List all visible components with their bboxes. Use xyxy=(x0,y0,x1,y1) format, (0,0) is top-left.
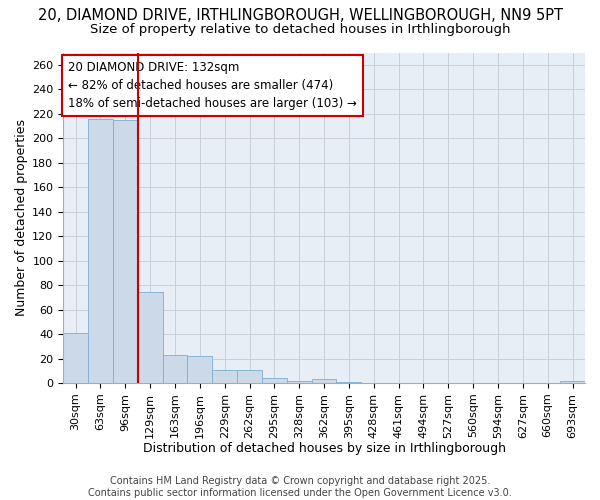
Bar xyxy=(262,378,287,383)
Bar xyxy=(163,355,187,383)
Bar xyxy=(560,380,585,383)
Text: Contains HM Land Registry data © Crown copyright and database right 2025.
Contai: Contains HM Land Registry data © Crown c… xyxy=(88,476,512,498)
Bar xyxy=(187,356,212,383)
Text: Size of property relative to detached houses in Irthlingborough: Size of property relative to detached ho… xyxy=(90,22,510,36)
Bar xyxy=(212,370,237,383)
Y-axis label: Number of detached properties: Number of detached properties xyxy=(15,119,28,316)
Bar xyxy=(337,382,361,383)
Bar xyxy=(113,120,137,383)
Bar xyxy=(311,380,337,383)
Bar xyxy=(137,292,163,383)
Bar xyxy=(88,118,113,383)
Bar xyxy=(287,380,311,383)
Bar xyxy=(237,370,262,383)
Bar xyxy=(63,333,88,383)
Text: 20 DIAMOND DRIVE: 132sqm
← 82% of detached houses are smaller (474)
18% of semi-: 20 DIAMOND DRIVE: 132sqm ← 82% of detach… xyxy=(68,61,357,110)
X-axis label: Distribution of detached houses by size in Irthlingborough: Distribution of detached houses by size … xyxy=(143,442,506,455)
Text: 20, DIAMOND DRIVE, IRTHLINGBOROUGH, WELLINGBOROUGH, NN9 5PT: 20, DIAMOND DRIVE, IRTHLINGBOROUGH, WELL… xyxy=(37,8,563,22)
